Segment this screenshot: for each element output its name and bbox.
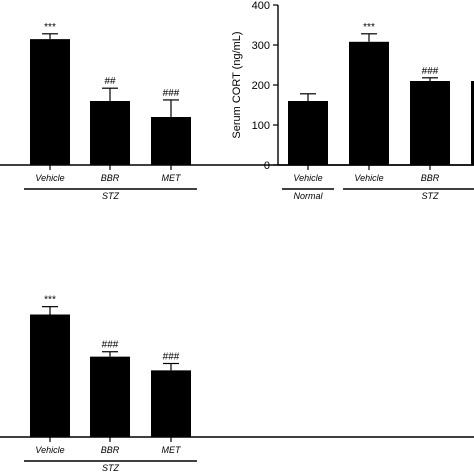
category-label: Vehicle bbox=[293, 173, 322, 183]
y-axis-label: Serum CORT (ng/mL) bbox=[231, 31, 243, 138]
category-label: MET bbox=[162, 173, 183, 183]
category-label: Vehicle bbox=[354, 173, 383, 183]
y-tick-label: 100 bbox=[252, 120, 270, 132]
y-tick-label: 400 bbox=[252, 0, 270, 12]
y-tick-label: 0 bbox=[264, 160, 270, 172]
bar-vehicle bbox=[288, 101, 328, 165]
group-label: STZ bbox=[102, 463, 120, 473]
bar-vehicle bbox=[30, 39, 70, 166]
category-label: Vehicle bbox=[35, 445, 64, 455]
significance-label: ### bbox=[163, 352, 180, 363]
bar-met bbox=[151, 117, 191, 165]
category-label: BBR bbox=[101, 445, 120, 455]
significance-label: ## bbox=[104, 76, 116, 87]
bar-vehicle bbox=[30, 314, 70, 437]
significance-label: ### bbox=[163, 88, 180, 99]
group-label: STZ bbox=[102, 191, 120, 201]
significance-label: *** bbox=[363, 22, 375, 33]
y-tick-label: 200 bbox=[252, 80, 270, 92]
category-label: MET bbox=[162, 445, 183, 455]
significance-label: ### bbox=[102, 340, 119, 351]
group-label: STZ bbox=[422, 191, 440, 201]
significance-label: ### bbox=[422, 66, 439, 77]
bar-met bbox=[471, 81, 474, 165]
significance-label: *** bbox=[44, 295, 56, 306]
category-label: BBR bbox=[421, 173, 440, 183]
bar-bbr bbox=[90, 101, 130, 165]
bar-vehicle bbox=[349, 41, 389, 165]
bar-bbr bbox=[410, 81, 450, 165]
bar-bbr bbox=[90, 356, 130, 437]
category-label: Vehicle bbox=[35, 173, 64, 183]
y-tick-label: 300 bbox=[252, 40, 270, 52]
significance-label: *** bbox=[44, 22, 56, 33]
group-label: Normal bbox=[293, 191, 323, 201]
category-label: BBR bbox=[101, 173, 120, 183]
chart-panel-top-right: 0 100 200 300 400 Serum CORT (ng/mL) Vehicle **… bbox=[231, 0, 474, 201]
bar-met bbox=[151, 370, 191, 437]
